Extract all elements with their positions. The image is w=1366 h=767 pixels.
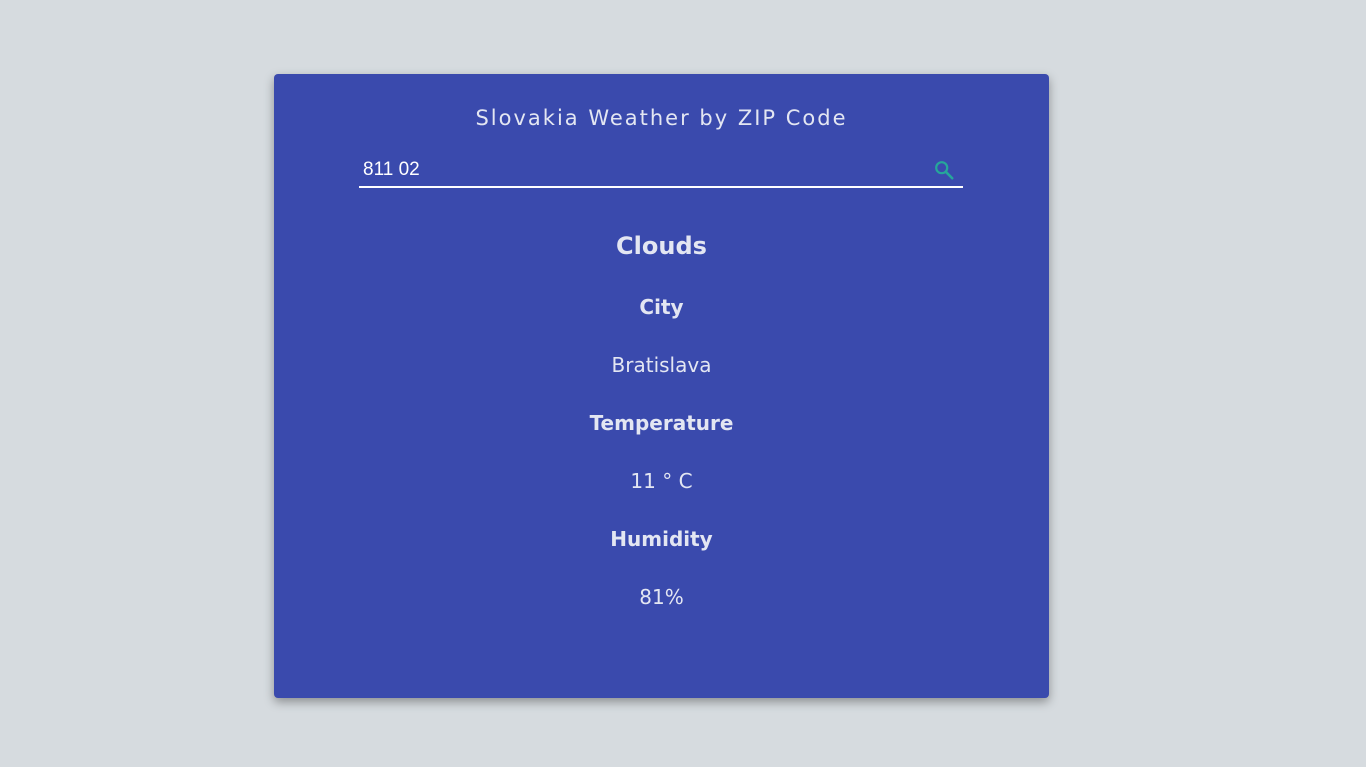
page-title: Slovakia Weather by ZIP Code xyxy=(475,106,848,130)
city-value: Bratislava xyxy=(611,353,712,377)
search-icon[interactable] xyxy=(933,159,955,181)
temperature-label: Temperature xyxy=(589,411,734,435)
zip-code-input[interactable] xyxy=(363,157,923,183)
weather-card: Slovakia Weather by ZIP Code Clouds City… xyxy=(274,74,1049,698)
zip-search-bar xyxy=(359,154,963,188)
weather-condition: Clouds xyxy=(616,232,707,260)
temperature-value: 11 ° C xyxy=(630,469,693,493)
humidity-label: Humidity xyxy=(610,527,713,551)
humidity-value: 81% xyxy=(639,585,684,609)
city-label: City xyxy=(639,295,684,319)
